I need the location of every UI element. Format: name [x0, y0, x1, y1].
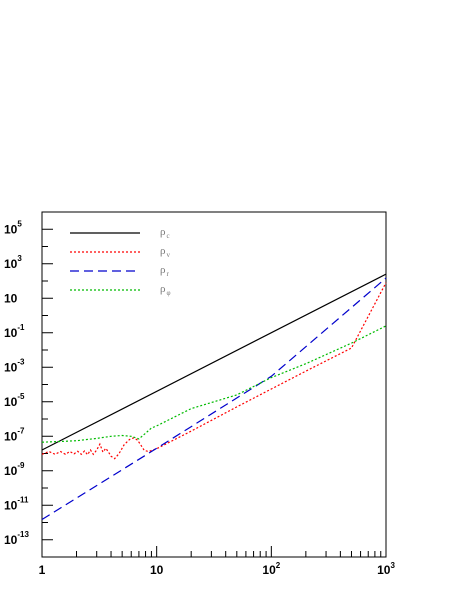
- legend-entry-label: ρv: [160, 245, 171, 259]
- legend-entry-label: ρr: [160, 264, 170, 278]
- x-tick-label: 10: [150, 563, 164, 577]
- x-tick-labels: 1 10 102 103: [39, 561, 396, 577]
- plot-frame: [41, 211, 387, 558]
- legend-entry-label: ρφ: [160, 283, 171, 297]
- series-line-r: [41, 277, 387, 521]
- y-tick-label: 10-3: [4, 357, 25, 374]
- y-tick-label: 10-1: [4, 323, 25, 340]
- series-line-phi: [41, 325, 387, 443]
- y-tick-label: 10: [4, 291, 18, 305]
- series-line-c: [41, 273, 387, 451]
- y-tick-label: 105: [4, 219, 22, 236]
- series-layer: [41, 273, 387, 521]
- y-tick-label: 10-5: [4, 392, 25, 409]
- x-tick-label: 1: [39, 563, 46, 577]
- legend-entry-label: ρc: [160, 226, 170, 240]
- y-tick-label: 103: [4, 254, 22, 271]
- y-tick-label: 10-11: [4, 495, 29, 512]
- y-tick-labels: 105 103 10 10-1 10-3 10-5 10-7 10-9 10-11 10-13: [4, 219, 29, 547]
- axis-ticks: [41, 228, 382, 558]
- y-tick-label: 10-9: [4, 461, 25, 478]
- y-tick-label: 10-13: [4, 530, 29, 547]
- x-tick-label: 102: [262, 561, 280, 577]
- series-line-v: [41, 282, 387, 460]
- y-tick-label: 10-7: [4, 426, 25, 443]
- legend: ρc ρv ρr ρφ: [70, 226, 171, 297]
- x-tick-label: 103: [377, 561, 395, 577]
